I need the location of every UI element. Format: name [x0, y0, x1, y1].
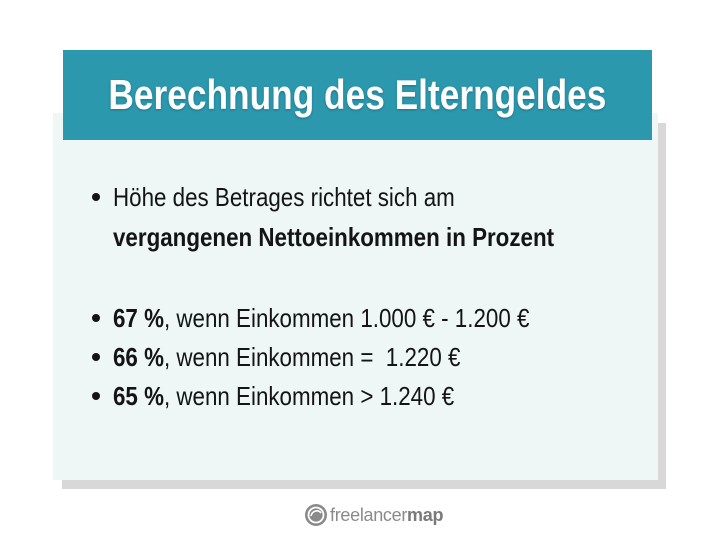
title-banner: Berechnung des Elterngeldes [63, 50, 652, 140]
logo-wordmark: freelancermap [330, 505, 443, 526]
percent-value: 67 % [113, 303, 164, 333]
intro-bold-wrap: vergangenen Nettoeinkommen in Prozent [113, 222, 554, 252]
list-item-text: 67 %, wenn Einkommen 1.000 € - 1.200 € [113, 303, 529, 333]
bullet-icon [92, 193, 100, 201]
percent-value: 65 % [113, 381, 164, 411]
list-item: 66 %, wenn Einkommen = 1.220 € [113, 342, 517, 372]
logo-text-light: freelancer [330, 504, 408, 525]
list-item: 67 %, wenn Einkommen 1.000 € - 1.200 € [113, 303, 597, 333]
intro-bold-text: vergangenen Nettoeinkommen in Prozent [113, 222, 555, 252]
bullet-icon [92, 392, 100, 400]
freelancermap-swirl-icon [305, 504, 327, 526]
list-item: 65 %, wenn Einkommen > 1.240 € [113, 381, 510, 411]
percent-value: 66 % [113, 342, 164, 372]
freelancermap-logo: freelancermap [304, 502, 443, 528]
intro-line-2: vergangenen Nettoeinkommen in Prozent [113, 222, 626, 252]
bullet-icon [92, 353, 100, 361]
intro-text: Höhe des Betrages richtet sich am [113, 182, 455, 212]
logo-text-bold: map [407, 504, 444, 525]
condition-text: , wenn Einkommen > 1.240 € [163, 381, 455, 411]
list-item-text: 65 %, wenn Einkommen > 1.240 € [113, 381, 454, 411]
bullet-icon [92, 314, 100, 322]
condition-text: , wenn Einkommen 1.000 € - 1.200 € [163, 303, 530, 333]
list-item-text: 66 %, wenn Einkommen = 1.220 € [113, 342, 460, 372]
info-card [53, 113, 658, 480]
condition-text: , wenn Einkommen = 1.220 € [163, 342, 461, 372]
intro-line-1: Höhe des Betrages richtet sich am [113, 182, 510, 212]
page-title: Berechnung des Elterngeldes [108, 71, 607, 118]
